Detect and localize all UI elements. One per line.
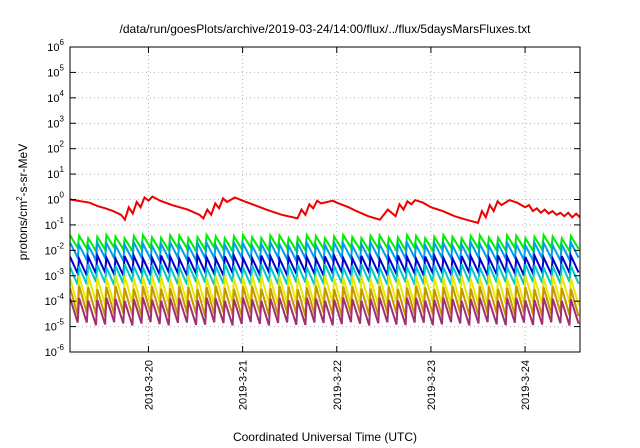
y-tick-label: 104	[47, 89, 64, 105]
series-line-8	[70, 297, 580, 326]
y-axis-label: protons/cm2-s-sr-MeV	[15, 144, 30, 260]
x-tick-label: 2019-3-24	[520, 360, 532, 410]
y-tick-label: 10-3	[45, 267, 65, 283]
y-tick-label: 106	[47, 38, 64, 54]
x-tick-label: 2019-3-23	[426, 360, 438, 410]
y-tick-label: 10-2	[45, 241, 65, 257]
x-tick-label: 2019-3-22	[332, 360, 344, 410]
y-tick-label: 10-4	[45, 292, 65, 308]
series-group	[70, 195, 580, 326]
y-axis-label-base: protons/cm	[16, 201, 30, 260]
y-axis-label-sup: 2	[15, 196, 24, 201]
chart-title: /data/run/goesPlots/archive/2019-03-24/1…	[120, 22, 532, 36]
series-line-3	[70, 238, 580, 265]
y-tick-label: 105	[47, 63, 64, 79]
x-tick-label: 2019-3-21	[238, 360, 250, 410]
y-tick-label: 10-5	[45, 318, 65, 334]
y-tick-label: 10-1	[45, 216, 65, 232]
y-tick-label: 103	[47, 114, 64, 130]
y-tick-label: 100	[47, 191, 64, 207]
series-line-1	[70, 195, 580, 225]
series-line-7	[70, 285, 580, 317]
y-tick-label: 10-6	[45, 343, 65, 359]
y-tick-label: 101	[47, 165, 64, 181]
series-line-5	[70, 263, 580, 286]
x-axis-label: Coordinated Universal Time (UTC)	[233, 430, 417, 444]
y-axis-label-rest: -s-sr-MeV	[16, 144, 30, 197]
y-tick-label: 102	[47, 140, 64, 156]
x-ticks: 2019-3-20 2019-3-21 2019-3-22 2019-3-23 2019…	[143, 47, 532, 410]
x-tick-label: 2019-3-20	[143, 360, 155, 410]
